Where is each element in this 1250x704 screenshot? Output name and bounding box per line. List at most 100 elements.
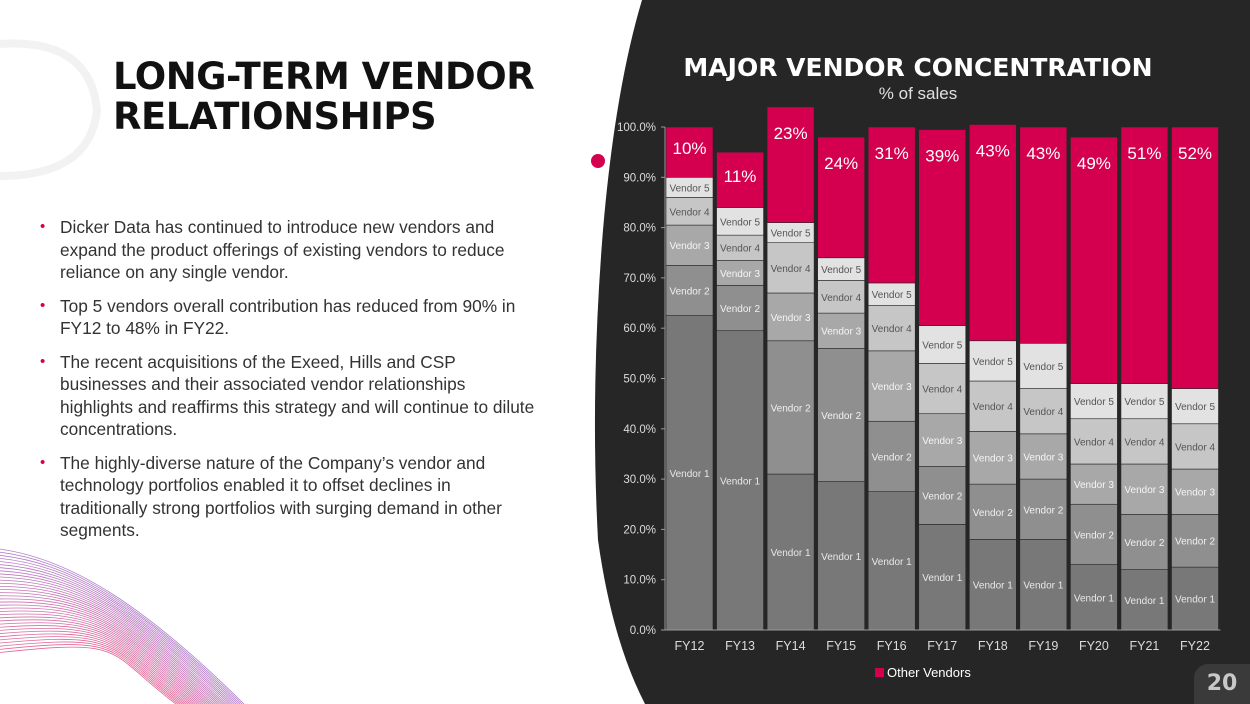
wave-line xyxy=(0,622,196,704)
wave-line xyxy=(0,595,214,704)
bar-stack-fy12: Vendor 1 Vendor 2 Vendor 3 Vendor 4 Vendor 5… xyxy=(665,126,714,631)
y-tick-label: 20.0% xyxy=(623,524,656,536)
wave-line xyxy=(0,633,188,704)
segment-label-vendor-3: Vendor 3 xyxy=(872,382,912,393)
x-tick-label: FY15 xyxy=(826,639,856,653)
wave-line xyxy=(0,567,233,704)
segment-label-vendor-1: Vendor 1 xyxy=(821,552,861,563)
segment-label-vendor-4: Vendor 4 xyxy=(1074,437,1114,448)
segment-label-vendor-3: Vendor 3 xyxy=(1175,488,1215,499)
segment-label-vendor-3: Vendor 3 xyxy=(771,313,811,324)
segment-label-vendor-4: Vendor 4 xyxy=(1023,407,1063,418)
wave-line xyxy=(0,630,190,704)
bar-segment-vendor-5 xyxy=(1171,388,1219,425)
segment-label-vendor-2: Vendor 2 xyxy=(821,411,861,422)
y-tick-label: 30.0% xyxy=(623,474,656,486)
segment-label-vendor-4: Vendor 4 xyxy=(821,293,861,304)
bar-segment-vendor-4 xyxy=(1019,388,1068,435)
bar-segment-vendor-1 xyxy=(1019,539,1068,631)
data-label-other-vendors: 43% xyxy=(976,141,1010,160)
bullet-item: • The recent acquisitions of the Exeed, H… xyxy=(38,351,538,441)
bar-segment-vendor-3 xyxy=(1019,433,1068,480)
bar-segment-vendor-5 xyxy=(1019,342,1068,389)
bar-stack-fy13: Vendor 1 Vendor 2 Vendor 3 Vendor 4 Vendor 5… xyxy=(716,151,764,631)
data-label-other-vendors: 10% xyxy=(672,139,706,158)
bar-segment-vendor-4 xyxy=(918,363,967,415)
wave-line xyxy=(0,589,218,704)
segment-label-vendor-2: Vendor 2 xyxy=(771,403,811,414)
y-tick-label: 70.0% xyxy=(623,273,656,285)
x-tick-label: FY12 xyxy=(675,639,705,653)
segment-label-vendor-4: Vendor 4 xyxy=(1175,442,1215,453)
segment-label-vendor-4: Vendor 4 xyxy=(922,385,962,396)
bar-segment-vendor-3 xyxy=(968,431,1017,485)
bullet-text: The recent acquisitions of the Exeed, Hi… xyxy=(60,351,535,440)
bar-stack-fy22: Vendor 1 Vendor 2 Vendor 3 Vendor 4 Vendor 5… xyxy=(1171,126,1219,631)
wave-line xyxy=(0,592,216,704)
y-tick-label: 90.0% xyxy=(623,172,656,184)
bar-segment-vendor-5 xyxy=(1070,383,1118,420)
x-tick-label: FY22 xyxy=(1180,639,1210,653)
bar-segment-vendor-1 xyxy=(665,315,714,631)
y-tick-label: 100.0% xyxy=(617,122,656,134)
white-arc-decoration xyxy=(0,39,102,180)
bullet-dot: • xyxy=(40,453,46,471)
bullet-text: Dicker Data has continued to introduce n… xyxy=(60,217,505,282)
bullet-dot: • xyxy=(40,218,46,235)
wave-line xyxy=(0,604,208,704)
bullet-text: Top 5 vendors overall contribution has r… xyxy=(60,295,516,339)
segment-label-vendor-2: Vendor 2 xyxy=(1074,530,1114,541)
segment-label-vendor-5: Vendor 5 xyxy=(1023,362,1063,373)
bar-segment-vendor-2 xyxy=(1171,514,1219,568)
wave-line xyxy=(0,638,183,704)
bar-segment-vendor-4 xyxy=(766,242,815,294)
x-tick-label: FY14 xyxy=(776,639,806,653)
bar-segment-vendor-4 xyxy=(1171,423,1219,470)
bullet-item: • Dicker Data has continued to introduce … xyxy=(38,216,538,284)
wave-line xyxy=(0,610,204,704)
bar-segment-vendor-3 xyxy=(918,413,967,467)
wave-line xyxy=(0,561,237,704)
x-axis: FY12 FY13 FY14 FY15 FY16 FY17 FY18 FY19 FY20 FY21… xyxy=(665,629,1221,653)
x-tick-label: FY18 xyxy=(978,639,1008,653)
bar-segment-vendor-2 xyxy=(867,420,916,492)
bar-segment-vendor-2 xyxy=(918,466,967,525)
wave-line xyxy=(0,598,212,704)
segment-label-vendor-4: Vendor 4 xyxy=(973,402,1013,413)
y-tick-label: 80.0% xyxy=(623,223,656,235)
segment-label-vendor-3: Vendor 3 xyxy=(821,327,861,338)
bar-segment-vendor-4 xyxy=(716,234,764,261)
bar-segment-other-vendors xyxy=(817,136,865,259)
y-axis: 0.0% 10.0% 20.0% 30.0% 40.0% 50.0% 60.0% 70.0% 8… xyxy=(617,122,666,637)
data-label-other-vendors: 24% xyxy=(824,154,858,173)
segment-label-vendor-5: Vendor 5 xyxy=(1074,397,1114,408)
data-label-other-vendors: 31% xyxy=(875,144,909,163)
bar-segment-vendor-1 xyxy=(817,481,865,631)
bar-segment-other-vendors xyxy=(968,124,1017,342)
segment-label-vendor-3: Vendor 3 xyxy=(669,241,709,252)
data-label-other-vendors: 39% xyxy=(925,147,959,166)
segment-label-vendor-1: Vendor 1 xyxy=(720,476,760,487)
bar-segment-vendor-5 xyxy=(716,207,764,236)
bar-segment-vendor-3 xyxy=(867,350,916,422)
wave-line xyxy=(0,644,179,704)
segment-label-vendor-3: Vendor 3 xyxy=(1074,480,1114,491)
bar-segment-vendor-4 xyxy=(1120,418,1169,465)
segment-label-vendor-2: Vendor 2 xyxy=(720,304,760,315)
bar-segment-vendor-3 xyxy=(1171,468,1219,515)
bar-segment-vendor-1 xyxy=(1171,566,1219,631)
wave-line xyxy=(0,619,198,704)
segment-label-vendor-1: Vendor 1 xyxy=(973,581,1013,592)
bar-segment-other-vendors xyxy=(918,129,967,326)
bar-segment-other-vendors xyxy=(1070,136,1118,384)
bar-segment-vendor-4 xyxy=(867,305,916,352)
segment-label-vendor-4: Vendor 4 xyxy=(720,244,760,255)
wave-line xyxy=(0,616,200,704)
bar-segment-vendor-2 xyxy=(817,348,865,482)
bar-segment-vendor-2 xyxy=(766,340,815,475)
segment-label-vendor-2: Vendor 2 xyxy=(872,452,912,463)
bar-stack-fy19: Vendor 1 Vendor 2 Vendor 3 Vendor 4 Vendor 5… xyxy=(1019,126,1068,631)
segment-label-vendor-5: Vendor 5 xyxy=(821,265,861,276)
chart-subtitle: % of sales xyxy=(879,84,957,103)
wave-line xyxy=(0,573,229,704)
